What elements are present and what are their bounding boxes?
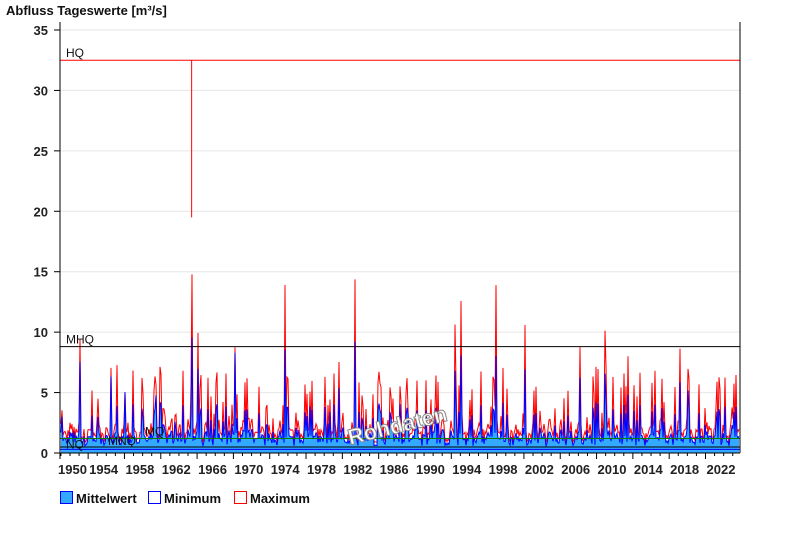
reference-label-mq: MQ <box>145 424 164 438</box>
chart-title: Abfluss Tageswerte [m³/s] <box>6 3 167 18</box>
x-tick-label: 1978 <box>307 462 336 477</box>
y-tick-label: 15 <box>34 265 48 280</box>
x-tick-label: 1970 <box>234 462 263 477</box>
x-tick-label: 2006 <box>561 462 590 477</box>
y-tick-label: 35 <box>34 23 48 38</box>
x-tick-label: 1954 <box>89 462 119 477</box>
y-tick-label: 20 <box>34 204 48 219</box>
legend-label-maximum: Maximum <box>250 491 310 506</box>
y-tick-label: 25 <box>34 144 48 159</box>
grid <box>60 29 740 394</box>
axes: 0 5 10 15 20 25 30 35 1950 1954 1958 1962 1966 1970 19… <box>34 22 741 477</box>
y-tick-label: 10 <box>34 325 48 340</box>
x-tick-label: 2018 <box>670 462 699 477</box>
reference-label-nq: NQ <box>66 437 84 451</box>
reference-lines: HQ MHQ MQ MNQ NQ <box>60 46 740 451</box>
x-tick-label: 2014 <box>634 462 664 477</box>
legend-label-minimum: Minimum <box>164 491 221 506</box>
series-layer <box>60 274 740 453</box>
x-tick-label: 1982 <box>343 462 372 477</box>
x-tick-label: 1994 <box>452 462 482 477</box>
legend-label-mittelwert: Mittelwert <box>76 491 137 506</box>
legend-swatch-minimum <box>148 491 161 504</box>
y-tick-label: 30 <box>34 83 48 98</box>
x-tick-label: 1986 <box>380 462 409 477</box>
x-tick-label: 2022 <box>707 462 736 477</box>
mean-area <box>61 337 739 453</box>
x-tick-label: 1962 <box>162 462 191 477</box>
x-tick-label: 1966 <box>198 462 227 477</box>
legend-swatch-mittelwert <box>60 491 73 504</box>
x-tick-label: 1974 <box>271 462 301 477</box>
x-tick-label: 1990 <box>416 462 445 477</box>
x-tick-label: 2002 <box>525 462 554 477</box>
minimum-series <box>60 337 740 448</box>
x-tick-label: 1958 <box>125 462 154 477</box>
x-tick-label: 1950 <box>58 462 87 477</box>
y-tick-label: 5 <box>41 386 48 401</box>
x-tick-label: 1998 <box>489 462 518 477</box>
reference-label-mhq: MHQ <box>66 333 94 347</box>
legend: Mittelwert Minimum Maximum <box>60 491 310 506</box>
reference-label-hq: HQ <box>66 46 84 60</box>
legend-swatch-maximum <box>234 491 247 504</box>
x-tick-label: 2010 <box>598 462 627 477</box>
y-tick-label: 0 <box>41 446 48 461</box>
reference-label-mnq: MNQ <box>108 434 136 448</box>
